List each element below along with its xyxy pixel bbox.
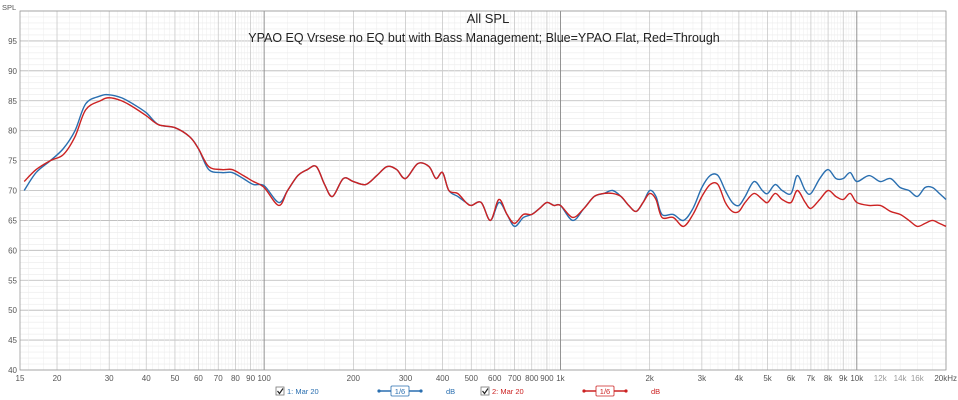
x-tick-label: 800	[525, 374, 539, 383]
chart-subtitle: YPAO EQ Vrsese no EQ but with Bass Manag…	[248, 31, 720, 45]
x-tick-label: 30	[105, 374, 114, 383]
smoothing-badge[interactable]	[390, 385, 410, 397]
legend: 1: Mar 20 1/6 dB 2: Mar 20 1/6 dB	[275, 385, 660, 397]
x-tick-label: 7k	[807, 374, 816, 383]
x-tick-label: 8k	[824, 374, 833, 383]
x-tick-label: 200	[347, 374, 361, 383]
legend-item-2: 2: Mar 20 1/6 dB	[480, 385, 660, 397]
y-tick-label: 90	[8, 67, 17, 76]
x-tick-label: 500	[465, 374, 479, 383]
y-tick-label: 60	[8, 246, 17, 255]
x-tick-label: 20	[53, 374, 62, 383]
axes: 40 45 50 55 60 65 70 75 80 85 90 95 15 20 30 40 50 60 70 80…	[8, 10, 957, 383]
y-tick-label: 50	[8, 306, 17, 315]
checkmark-icon	[277, 388, 284, 395]
x-tick-label: 400	[436, 374, 450, 383]
y-tick-label: 55	[8, 276, 17, 285]
legend-marker	[582, 389, 586, 393]
x-tick-label: 40	[142, 374, 151, 383]
legend-unit: dB	[651, 387, 660, 396]
x-tick-label: 14k	[894, 374, 908, 383]
smoothing-label: 1/6	[395, 387, 405, 396]
x-tick-label: 10k	[850, 374, 864, 383]
x-tick-label: 12k	[874, 374, 888, 383]
legend-marker	[377, 389, 381, 393]
y-tick-label: 40	[8, 366, 17, 375]
legend-checkbox[interactable]	[275, 386, 285, 396]
x-tick-label: 16k	[911, 374, 925, 383]
y-axis-label: SPL	[2, 3, 16, 12]
y-tick-label: 45	[8, 336, 17, 345]
plot-frame	[19, 10, 947, 371]
checkmark-icon	[482, 388, 489, 395]
x-tick-label: 1k	[556, 374, 565, 383]
x-tick-label: 4k	[735, 374, 744, 383]
chart-title: All SPL	[467, 11, 510, 26]
x-tick-label: 300	[399, 374, 413, 383]
legend-marker	[419, 389, 423, 393]
x-tick-label: 5k	[763, 374, 772, 383]
y-tick-label: 85	[8, 97, 17, 106]
y-tick-label: 80	[8, 127, 17, 136]
series	[23, 93, 947, 228]
x-tick-label: 60	[194, 374, 203, 383]
x-tick-label: 15	[16, 374, 25, 383]
x-tick-label: 80	[231, 374, 240, 383]
x-tick-label: 90	[246, 374, 255, 383]
x-tick-label: 2k	[645, 374, 654, 383]
x-tick-label: 600	[488, 374, 502, 383]
x-tick-label: 70	[214, 374, 223, 383]
smoothing-badge[interactable]	[595, 385, 615, 397]
y-tick-label: 95	[8, 37, 17, 46]
smoothing-label: 1/6	[600, 387, 610, 396]
x-tick-label: 9k	[839, 374, 848, 383]
legend-unit: dB	[446, 387, 455, 396]
y-tick-label: 75	[8, 157, 17, 166]
x-tick-label: 700	[508, 374, 522, 383]
legend-checkbox[interactable]	[480, 386, 490, 396]
x-tick-label: 3k	[698, 374, 707, 383]
x-tick-label: 50	[170, 374, 179, 383]
y-tick-label: 65	[8, 216, 17, 225]
legend-series-name: 1: Mar 20	[287, 387, 319, 396]
grid	[20, 10, 947, 371]
x-tick-label: 100	[257, 374, 271, 383]
legend-item-1: 1: Mar 20 1/6 dB	[275, 385, 455, 397]
x-tick-label: 6k	[787, 374, 796, 383]
x-tick-label: 900	[540, 374, 554, 383]
y-tick-label: 70	[8, 187, 17, 196]
x-tick-label: 20kHz	[934, 374, 957, 383]
series-line-2	[23, 97, 947, 228]
legend-series-name: 2: Mar 20	[492, 387, 524, 396]
legend-marker	[624, 389, 628, 393]
